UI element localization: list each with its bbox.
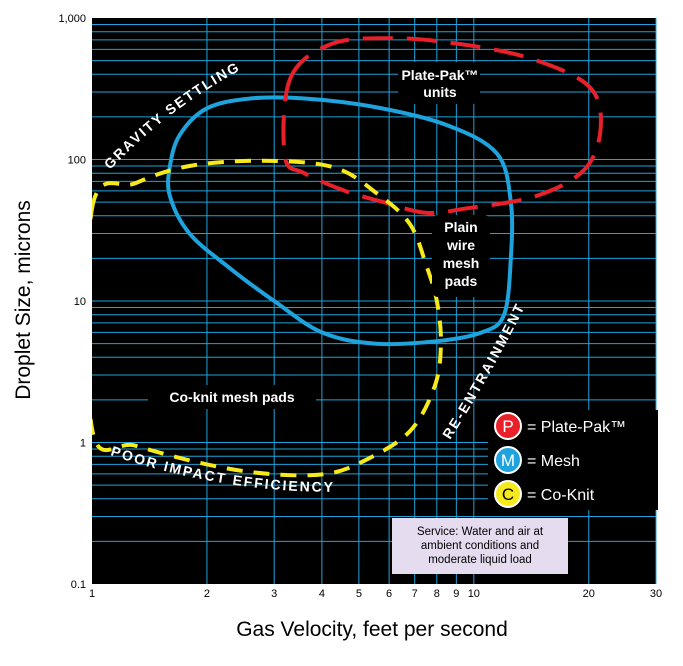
x-tick-label: 7	[412, 588, 418, 600]
x-tick-labels: 1 2 3 4 5 6 7 8 9 10 20 30	[89, 588, 662, 600]
region-label-co-knit: Co-knit mesh pads	[148, 385, 316, 409]
x-tick-label: 30	[650, 588, 662, 600]
legend-marker	[494, 446, 522, 474]
y-tick-label: 1	[80, 438, 86, 450]
y-tick-label: 1,000	[58, 13, 86, 25]
svg-text:Co-knit mesh pads: Co-knit mesh pads	[169, 389, 294, 405]
series-layer	[92, 36, 603, 478]
series-mesh-outline	[166, 95, 515, 347]
y-tick-label: 100	[68, 155, 86, 167]
x-tick-label: 2	[204, 588, 210, 600]
x-tick-label: 10	[468, 588, 480, 600]
legend-entry: P = Plate-Pak™	[494, 412, 626, 440]
y-tick-labels: 0.1 1 10 100 1,000	[58, 13, 86, 591]
legend-letter: M	[501, 451, 515, 470]
y-tick-label: 0.1	[71, 579, 86, 591]
service-note: Service: Water and air at ambient condit…	[392, 518, 568, 574]
legend-entry: C = Co-Knit	[494, 480, 595, 508]
legend-marker	[494, 480, 522, 508]
legend-entry: M = Mesh	[494, 446, 580, 474]
series-co-knit-outline	[92, 158, 443, 478]
x-tick-label: 6	[386, 588, 392, 600]
y-tick-label: 10	[74, 296, 86, 308]
legend-label: = Mesh	[527, 453, 580, 470]
y-axis-title: Droplet Size, microns	[12, 200, 35, 400]
legend-letter: C	[502, 485, 514, 504]
x-tick-label: 5	[356, 588, 362, 600]
legend-marker	[494, 412, 522, 440]
region-label-plain-wire: Plain wire mesh pads	[432, 215, 490, 297]
x-tick-label: 1	[89, 588, 95, 600]
x-tick-label: 20	[583, 588, 595, 600]
x-tick-label: 9	[453, 588, 459, 600]
legend: P = Plate-Pak™ M = Mesh C = Co-Knit	[488, 410, 658, 510]
x-tick-label: 3	[271, 588, 277, 600]
legend-letter: P	[502, 417, 513, 436]
legend-label: = Co-Knit	[527, 487, 595, 504]
legend-label: = Plate-Pak™	[527, 419, 626, 436]
x-axis-title: Gas Velocity, feet per second	[236, 618, 508, 641]
region-label-plate-pak: Plate-Pak™ units	[398, 62, 480, 104]
series-plate-pak-outline	[281, 36, 603, 216]
x-tick-label: 4	[319, 588, 325, 600]
x-tick-label: 8	[434, 588, 440, 600]
